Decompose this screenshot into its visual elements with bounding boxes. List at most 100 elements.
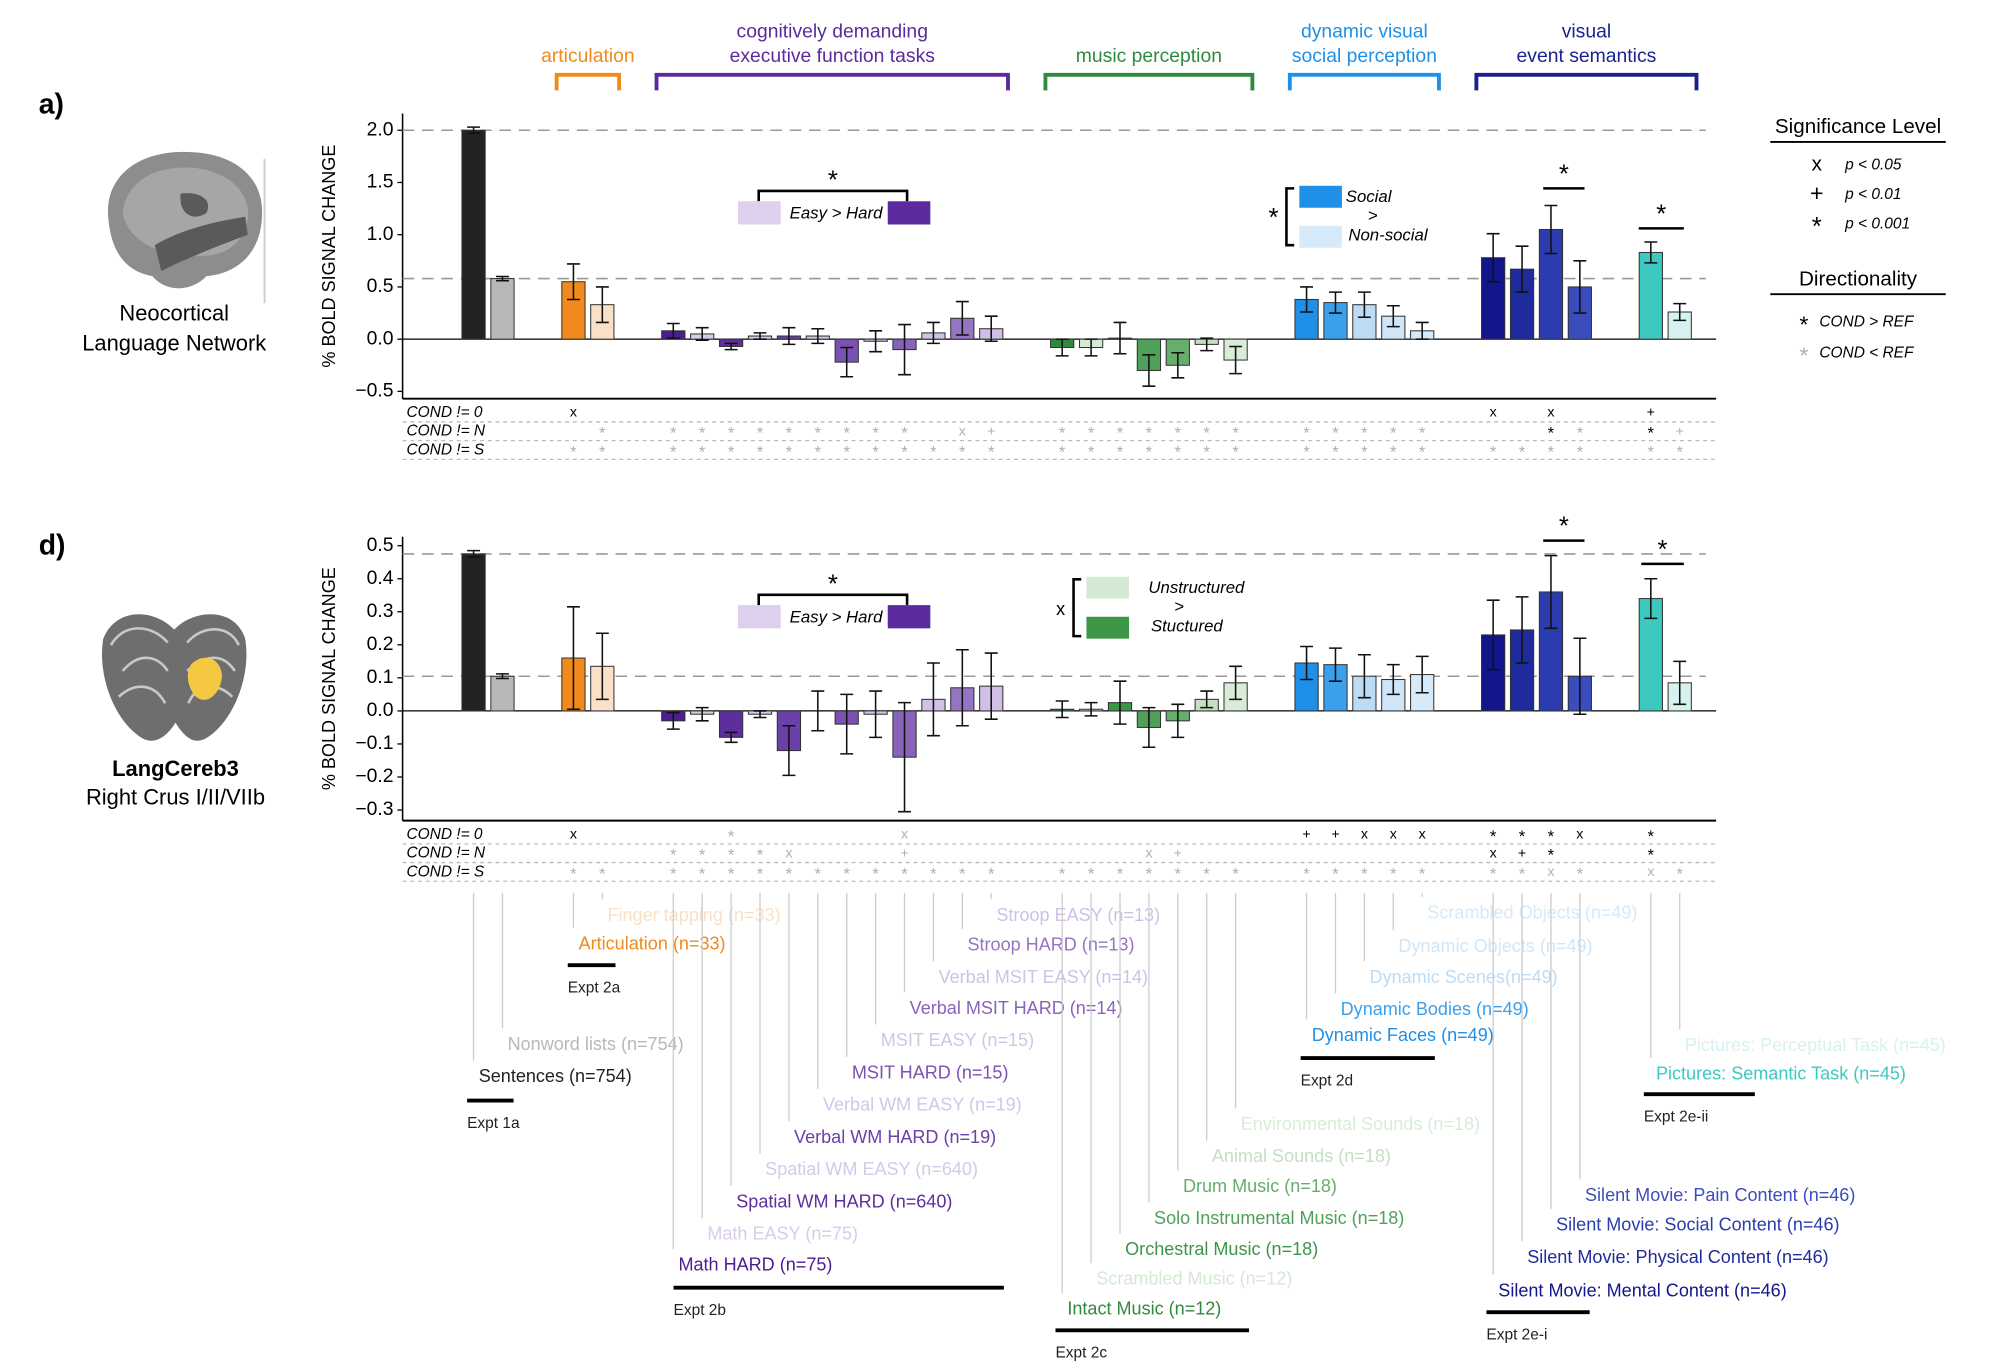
experiment-label: Expt 2c bbox=[1055, 1345, 1107, 1362]
condition-label: Orchestral Music (n=18) bbox=[1125, 1239, 1318, 1259]
error-bar bbox=[467, 549, 481, 559]
significance-symbol: * bbox=[1577, 424, 1584, 443]
error-bar bbox=[1673, 302, 1687, 322]
significance-row-label: COND != 0 bbox=[406, 826, 482, 843]
error-bar bbox=[666, 711, 680, 730]
y-tick-label: −0.1 bbox=[355, 732, 393, 754]
legend-symbol: x bbox=[1812, 153, 1823, 176]
error-bar bbox=[811, 690, 825, 732]
legend-symbol: + bbox=[1810, 180, 1824, 206]
y-tick-label: 0.5 bbox=[367, 534, 394, 556]
error-bar bbox=[1171, 703, 1185, 739]
bar bbox=[461, 553, 486, 712]
error-bar bbox=[566, 263, 580, 301]
significance-symbol: * bbox=[786, 864, 793, 883]
error-bar bbox=[782, 326, 796, 346]
contrast-label: Non-social bbox=[1348, 226, 1428, 245]
condition-label: Dynamic Faces (n=49) bbox=[1312, 1025, 1494, 1045]
contrast-swatch bbox=[738, 605, 781, 629]
error-bar bbox=[695, 706, 709, 722]
group-header: social perception bbox=[1292, 45, 1437, 67]
experiment-label: Expt 2e-i bbox=[1486, 1327, 1547, 1344]
y-tick-label: 0.1 bbox=[367, 666, 394, 688]
y-tick-label: −0.5 bbox=[355, 379, 393, 401]
error-bar bbox=[840, 346, 854, 378]
condition-label: Pictures: Perceptual Task (n=45) bbox=[1685, 1035, 1946, 1055]
legend-title: Significance Level bbox=[1775, 115, 1941, 138]
y-axis-title: % BOLD SIGNAL CHANGE bbox=[319, 567, 339, 790]
significance-symbol: * bbox=[1548, 442, 1555, 461]
significance-symbol: * bbox=[1548, 846, 1555, 865]
group-bracket bbox=[654, 72, 1010, 91]
significance-symbol: * bbox=[1332, 442, 1339, 461]
error-bar bbox=[1329, 291, 1342, 314]
contrast-bracket bbox=[1072, 578, 1082, 638]
significance-symbol: x bbox=[785, 845, 792, 861]
significance-symbol: * bbox=[1648, 846, 1655, 865]
significance-symbol: * bbox=[1648, 827, 1655, 846]
significance-symbol: x bbox=[1576, 827, 1583, 843]
significance-symbol: * bbox=[1175, 864, 1182, 883]
condition-label: Dynamic Bodies (n=49) bbox=[1341, 999, 1529, 1019]
error-bar bbox=[1229, 345, 1243, 375]
significance-symbol: * bbox=[1390, 442, 1397, 461]
panel-label: d) bbox=[39, 530, 66, 562]
significance-symbol: * bbox=[1676, 864, 1683, 883]
significance-symbol: * bbox=[1117, 864, 1124, 883]
significance-symbol: * bbox=[1088, 424, 1095, 443]
significance-symbol: * bbox=[1059, 864, 1066, 883]
cerebellum-illustration bbox=[101, 614, 247, 741]
contrast-swatch bbox=[1299, 225, 1342, 248]
significance-symbol: * bbox=[699, 846, 706, 865]
significance-symbol: * bbox=[1419, 424, 1426, 443]
bar bbox=[1638, 251, 1663, 340]
significance-symbol: * bbox=[1490, 864, 1497, 883]
condition-label: Verbal MSIT HARD (n=14) bbox=[910, 998, 1123, 1018]
significance-symbol: * bbox=[1419, 864, 1426, 883]
group-header: articulation bbox=[541, 45, 635, 67]
significance-symbol: x bbox=[1490, 845, 1497, 861]
significance-symbol: * bbox=[599, 442, 606, 461]
significance-symbol: * bbox=[1332, 424, 1339, 443]
contrast-symbol: * bbox=[1656, 200, 1666, 228]
significance-symbol: x bbox=[1145, 845, 1152, 861]
legend-title: Directionality bbox=[1799, 267, 1918, 290]
condition-label: Environmental Sounds (n=18) bbox=[1241, 1114, 1480, 1134]
error-bar bbox=[1229, 665, 1243, 701]
contrast-swatch bbox=[887, 605, 931, 629]
condition-label: Pictures: Semantic Task (n=45) bbox=[1656, 1064, 1906, 1084]
significance-symbol: * bbox=[1088, 864, 1095, 883]
significance-symbol: * bbox=[1175, 442, 1182, 461]
brain-illustration bbox=[107, 151, 266, 304]
region-label: Neocortical bbox=[119, 301, 229, 326]
error-bar bbox=[566, 606, 580, 711]
group-header: music perception bbox=[1076, 45, 1222, 67]
significance-symbol: * bbox=[1361, 442, 1368, 461]
error-bar bbox=[1573, 637, 1587, 715]
significance-symbol: * bbox=[815, 864, 822, 883]
significance-symbol: * bbox=[1232, 864, 1239, 883]
panel-label: a) bbox=[39, 88, 64, 120]
error-bar bbox=[869, 330, 883, 353]
error-bar bbox=[1055, 700, 1069, 719]
condition-label: Stroop EASY (n=13) bbox=[996, 905, 1160, 925]
significance-symbol: * bbox=[1232, 424, 1239, 443]
significance-symbol: * bbox=[1361, 424, 1368, 443]
significance-symbol: * bbox=[728, 827, 735, 846]
legend: Significance Level x p < 0.05 + p < 0.01… bbox=[1770, 115, 1946, 369]
condition-label: Finger tapping (n=33) bbox=[607, 905, 780, 925]
error-bar bbox=[1486, 599, 1500, 671]
contrast-label: > bbox=[1368, 206, 1378, 225]
condition-label: Spatial WM HARD (n=640) bbox=[736, 1191, 952, 1211]
condition-label: Verbal WM EASY (n=19) bbox=[823, 1095, 1022, 1115]
significance-symbol: * bbox=[1419, 442, 1426, 461]
significance-symbol: * bbox=[1117, 442, 1124, 461]
condition-label: Silent Movie: Mental Content (n=46) bbox=[1498, 1280, 1786, 1300]
group-header: visual bbox=[1562, 20, 1611, 42]
significance-symbol: * bbox=[930, 442, 937, 461]
significance-symbol: x bbox=[570, 405, 577, 421]
significance-symbol: * bbox=[872, 424, 879, 443]
group-header: event semantics bbox=[1517, 45, 1657, 67]
error-bar bbox=[1515, 596, 1529, 664]
error-bar bbox=[1171, 351, 1185, 379]
